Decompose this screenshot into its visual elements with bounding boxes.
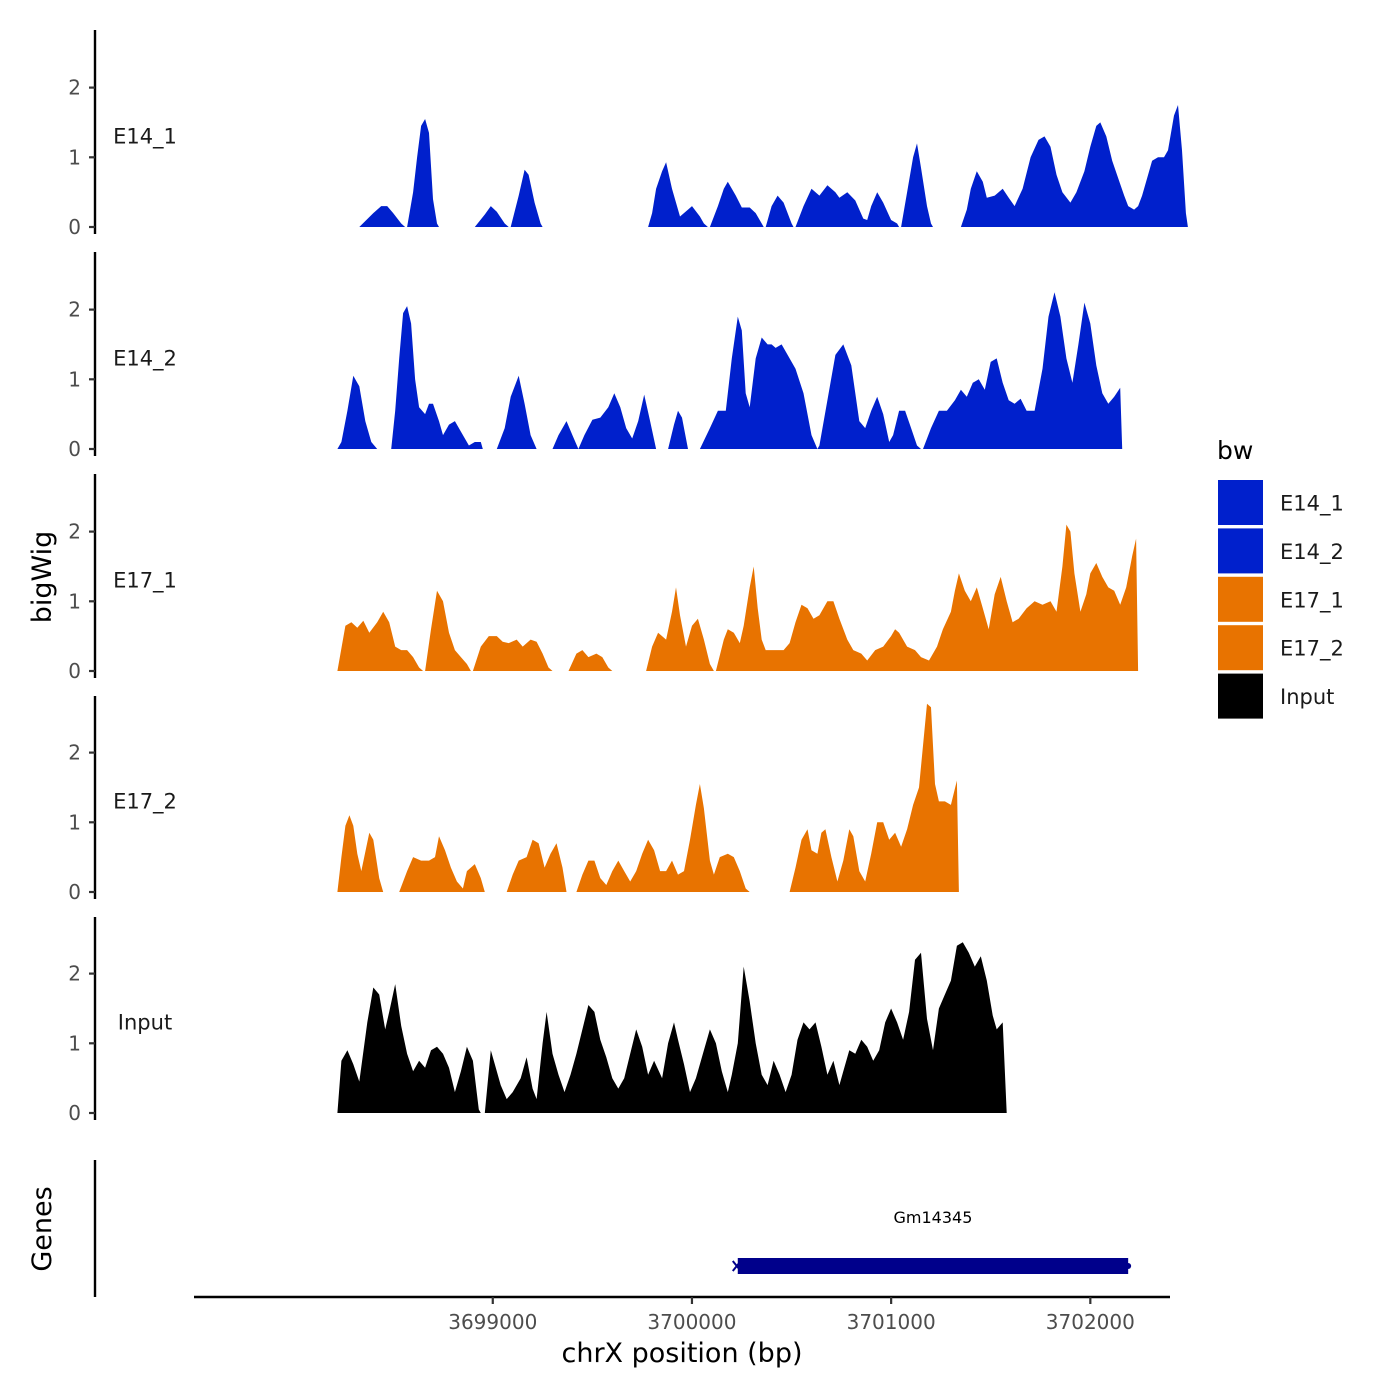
signal-area-e17_1 <box>337 524 1139 671</box>
track-e14_2: 0 1 2 E14_2 <box>68 252 1123 461</box>
y-tick-label: 1 <box>68 367 81 391</box>
legend-swatch <box>1218 673 1263 719</box>
legend-label: E14_1 <box>1280 492 1344 517</box>
track-label: E14_2 <box>113 346 177 371</box>
y-axis-title: bigWig <box>27 531 58 624</box>
gene-label: Gm14345 <box>894 1208 973 1227</box>
y-tick-label: 2 <box>68 962 81 986</box>
y-tick-label: 1 <box>68 1031 81 1055</box>
legend-label: Input <box>1280 685 1334 709</box>
legend-label: E17_2 <box>1280 637 1344 662</box>
axis-titles: bigWig Genes chrX position (bp) <box>27 531 803 1369</box>
track-input: 0 1 2 Input <box>68 917 1007 1125</box>
legend-label: E14_2 <box>1280 540 1344 565</box>
gene-start-marker <box>731 1260 742 1272</box>
legend-swatch <box>1218 576 1263 622</box>
genes-axis-title: Genes <box>27 1186 58 1271</box>
gene-track: Gm14345 <box>93 1160 1132 1297</box>
gene-body <box>737 1258 1129 1274</box>
y-tick-label: 0 <box>68 880 81 904</box>
y-tick-label: 0 <box>68 659 81 683</box>
track-e17_1: 0 1 2 E17_1 <box>68 474 1139 683</box>
x-tick-label: 3700000 <box>647 1310 736 1334</box>
track-label: E14_1 <box>113 124 177 149</box>
legend-label: E17_1 <box>1280 588 1344 613</box>
y-tick-label: 2 <box>68 520 81 544</box>
track-label: Input <box>118 1010 172 1034</box>
x-tick-label: 3699000 <box>448 1310 537 1334</box>
signal-area-input <box>337 942 1007 1113</box>
y-tick-label: 2 <box>68 76 81 100</box>
x-axis-title: chrX position (bp) <box>561 1338 802 1369</box>
y-tick-label: 0 <box>68 1101 81 1125</box>
x-tick-label: 3702000 <box>1046 1310 1135 1334</box>
y-tick-label: 0 <box>68 437 81 461</box>
gene-end-marker <box>1125 1263 1132 1269</box>
legend-swatch <box>1218 480 1263 525</box>
track-label: E17_2 <box>113 789 177 814</box>
y-tick-label: 1 <box>68 810 81 834</box>
y-tick-label: 0 <box>68 215 81 239</box>
signal-area-e17_2 <box>337 703 959 892</box>
signal-area-e14_2 <box>337 292 1123 449</box>
signal-tracks: 0 1 2 E14_1 0 1 2 E14_2 0 1 2 E17_1 0 1 2 E17_2 0 1 2 Input <box>68 30 1188 1125</box>
track-label: E17_1 <box>113 568 177 593</box>
y-tick-label: 1 <box>68 145 81 169</box>
x-tick-label: 3701000 <box>847 1310 936 1334</box>
track-e17_2: 0 1 2 E17_2 <box>68 696 959 904</box>
signal-area-e14_1 <box>359 105 1188 227</box>
y-tick-label: 2 <box>68 741 81 765</box>
x-axis: 3699000 3700000 3701000 3702000 <box>194 1295 1170 1334</box>
legend: bw E14_1 E14_2 E17_1 E17_2 Input <box>1217 436 1344 719</box>
legend-swatch <box>1218 625 1263 671</box>
y-tick-label: 2 <box>68 298 81 322</box>
legend-title: bw <box>1217 436 1253 465</box>
y-tick-label: 1 <box>68 589 81 613</box>
legend-swatch <box>1218 528 1263 574</box>
track-e14_1: 0 1 2 E14_1 <box>68 30 1188 239</box>
